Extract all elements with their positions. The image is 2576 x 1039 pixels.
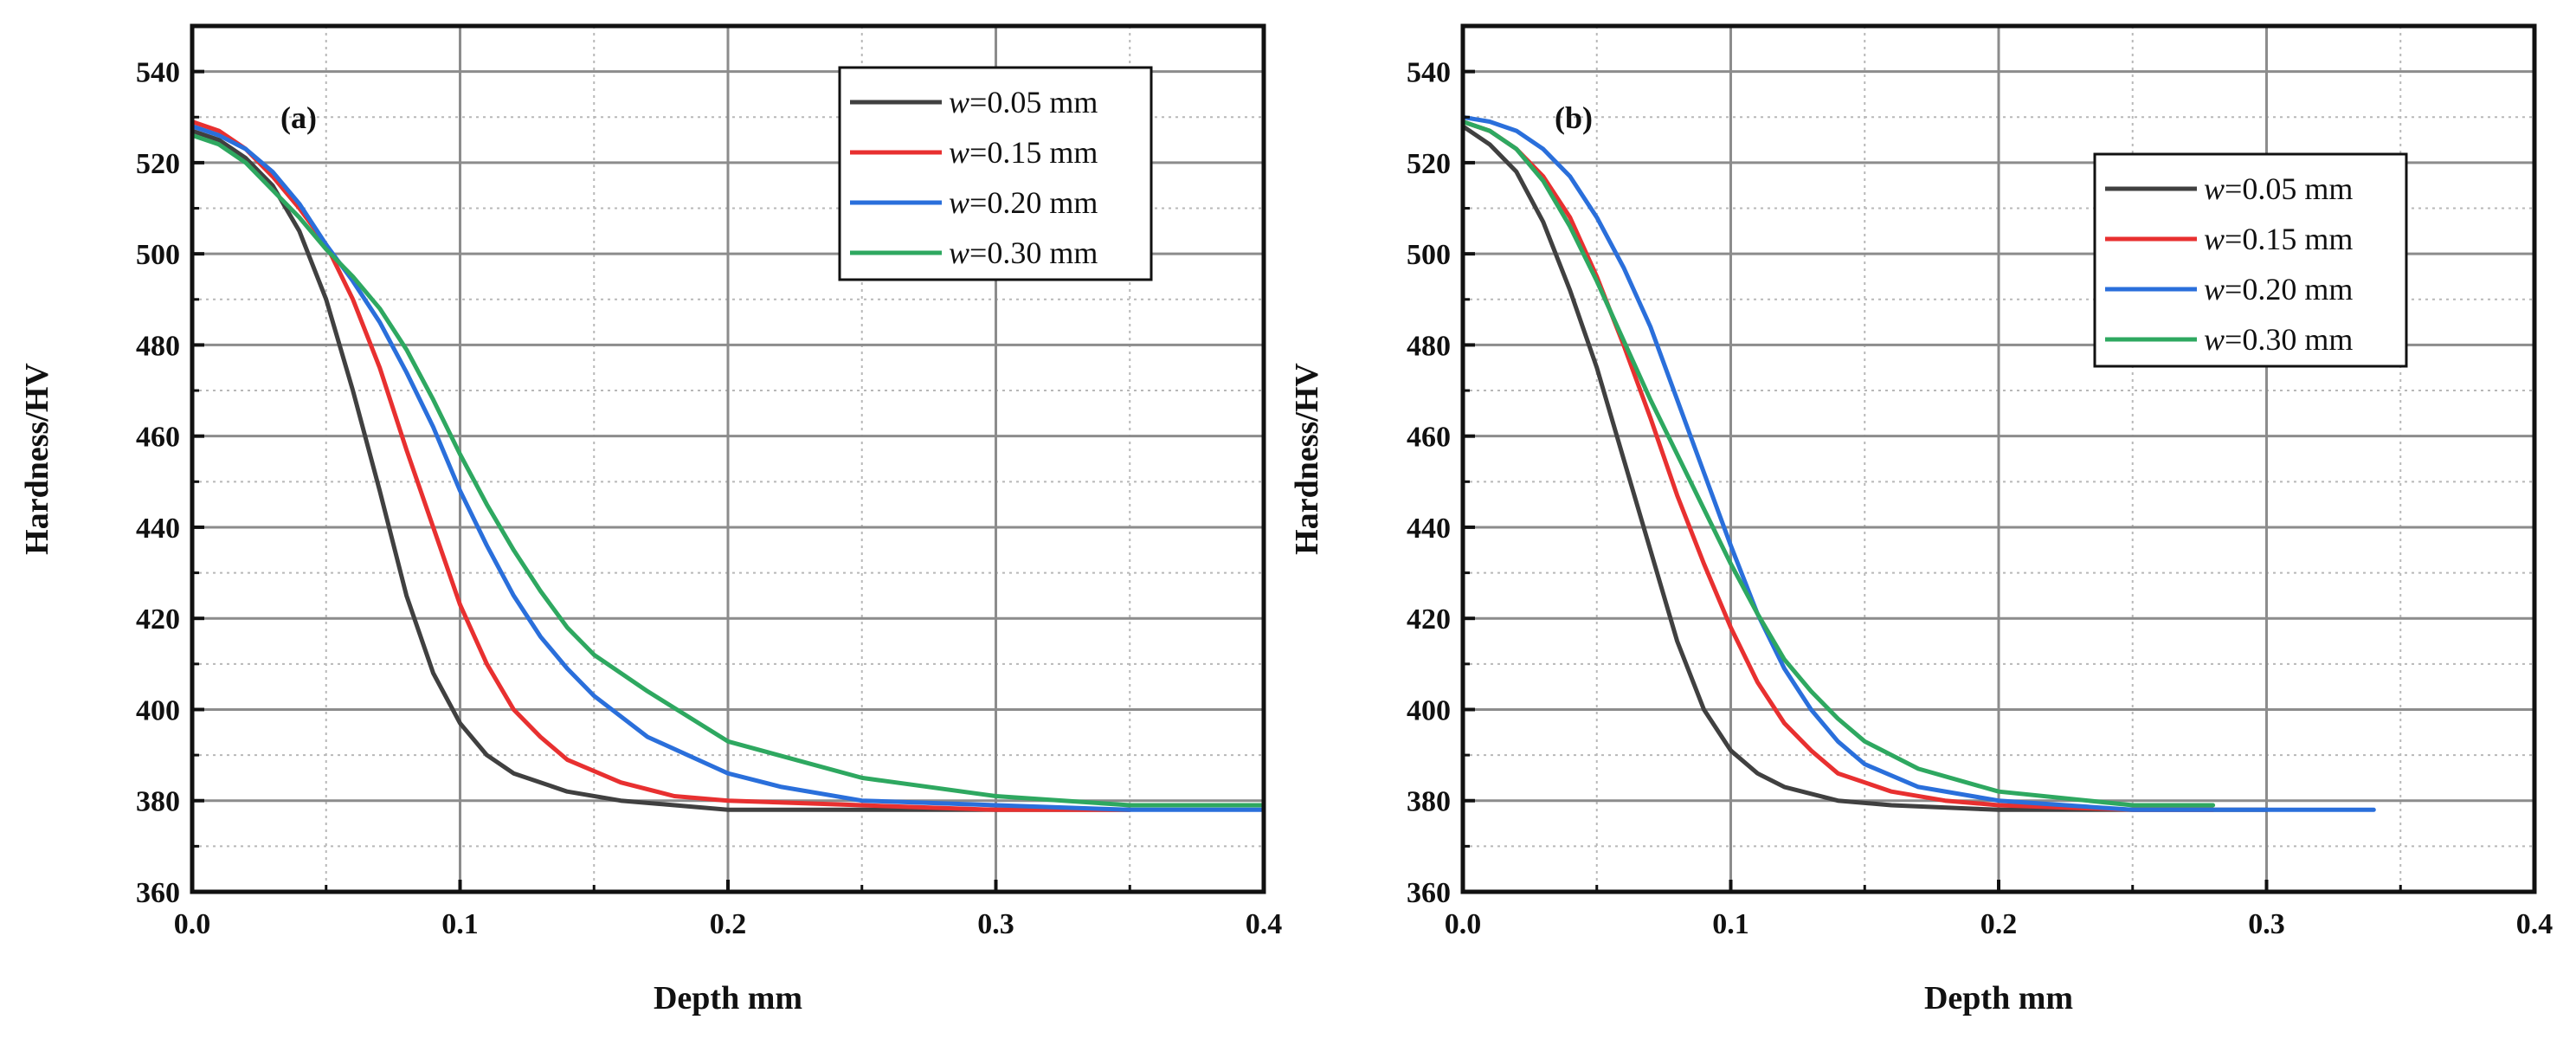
x-tick-label: 0.2 xyxy=(710,908,747,940)
legend-entry: w=0.15 mm xyxy=(949,135,1098,170)
y-tick-label: 480 xyxy=(136,330,180,362)
chart-panel-b: 0.0 0.1 0.2 0.3 0.4 360 380 400 420 440 460 480 500 5… xyxy=(1289,23,2553,1016)
legend: w=0.05 mm w=0.15 mm w=0.20 mm w=0.30 mm xyxy=(838,66,1153,281)
legend-entry: w=0.05 mm xyxy=(949,85,1098,119)
y-axis-label: Hardness/HV xyxy=(19,363,55,555)
y-tick-label: 380 xyxy=(136,786,180,818)
panel-label: (b) xyxy=(1555,100,1593,135)
legend-entry: w=0.20 mm xyxy=(949,185,1098,220)
legend-entry: w=0.20 mm xyxy=(2204,272,2353,307)
series-line-030 xyxy=(190,132,1266,808)
series-line-030 xyxy=(1460,119,2216,808)
x-tick-label: 0.0 xyxy=(1445,908,1482,940)
y-tick-label: 460 xyxy=(1407,422,1451,454)
series-line-005 xyxy=(1460,124,2269,812)
legend-entry: w=0.05 mm xyxy=(2204,171,2353,206)
x-axis-label: Depth mm xyxy=(1924,980,2073,1016)
panel-label: (a) xyxy=(280,100,317,135)
x-tick-label: 0.4 xyxy=(1246,908,1283,940)
y-tick-label: 500 xyxy=(136,239,180,271)
y-tick-label: 540 xyxy=(1407,57,1451,89)
y-tick-label: 400 xyxy=(1407,694,1451,726)
y-tick-label: 400 xyxy=(136,694,180,726)
x-axis-label: Depth mm xyxy=(654,980,802,1016)
x-tick-label: 0.3 xyxy=(2248,908,2285,940)
y-tick-label: 380 xyxy=(1407,786,1451,818)
x-tick-label: 0.2 xyxy=(1980,908,2018,940)
legend-entry: w=0.15 mm xyxy=(2204,222,2353,256)
legend-entry: w=0.30 mm xyxy=(949,236,1098,270)
y-axis-label: Hardness/HV xyxy=(1289,363,1325,555)
y-tick-label: 480 xyxy=(1407,330,1451,362)
y-tick-label: 520 xyxy=(136,148,180,180)
y-tick-label: 460 xyxy=(136,422,180,454)
legend-entry: w=0.30 mm xyxy=(2204,322,2353,357)
x-tick-label: 0.0 xyxy=(174,908,211,940)
y-tick-label: 440 xyxy=(1407,513,1451,545)
x-tick-label: 0.3 xyxy=(977,908,1014,940)
x-tick-label: 0.1 xyxy=(1712,908,1749,940)
series-line-020 xyxy=(190,124,1266,812)
chart-panel-a: 0.0 0.1 0.2 0.3 0.4 360 380 400 420 440 460 480 500 5… xyxy=(19,23,1283,1016)
series-line-015 xyxy=(190,119,1132,812)
y-tick-label: 360 xyxy=(1407,877,1451,909)
x-tick-label: 0.4 xyxy=(2516,908,2553,940)
x-tick-label: 0.1 xyxy=(441,908,479,940)
series-line-020 xyxy=(1460,114,2376,812)
series-line-015 xyxy=(1460,119,2216,812)
legend: w=0.05 mm w=0.15 mm w=0.20 mm w=0.30 mm xyxy=(2093,152,2408,368)
y-tick-label: 540 xyxy=(136,57,180,89)
y-tick-label: 500 xyxy=(1407,239,1451,271)
y-tick-label: 420 xyxy=(1407,603,1451,636)
y-tick-label: 420 xyxy=(136,603,180,636)
y-tick-label: 440 xyxy=(136,513,180,545)
series-line-005 xyxy=(190,128,1132,812)
y-tick-label: 520 xyxy=(1407,148,1451,180)
y-tick-label: 360 xyxy=(136,877,180,909)
